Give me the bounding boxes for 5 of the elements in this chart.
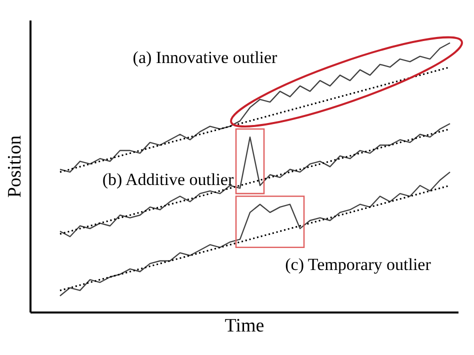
x-axis-title: Time	[224, 316, 264, 336]
y-axis-title: Position	[4, 134, 26, 198]
annotation: (a) Innovative outlier	[132, 48, 278, 67]
annotation: (c) Temporary outlier	[285, 255, 432, 274]
annotation: (b) Additive outlier	[102, 170, 234, 189]
